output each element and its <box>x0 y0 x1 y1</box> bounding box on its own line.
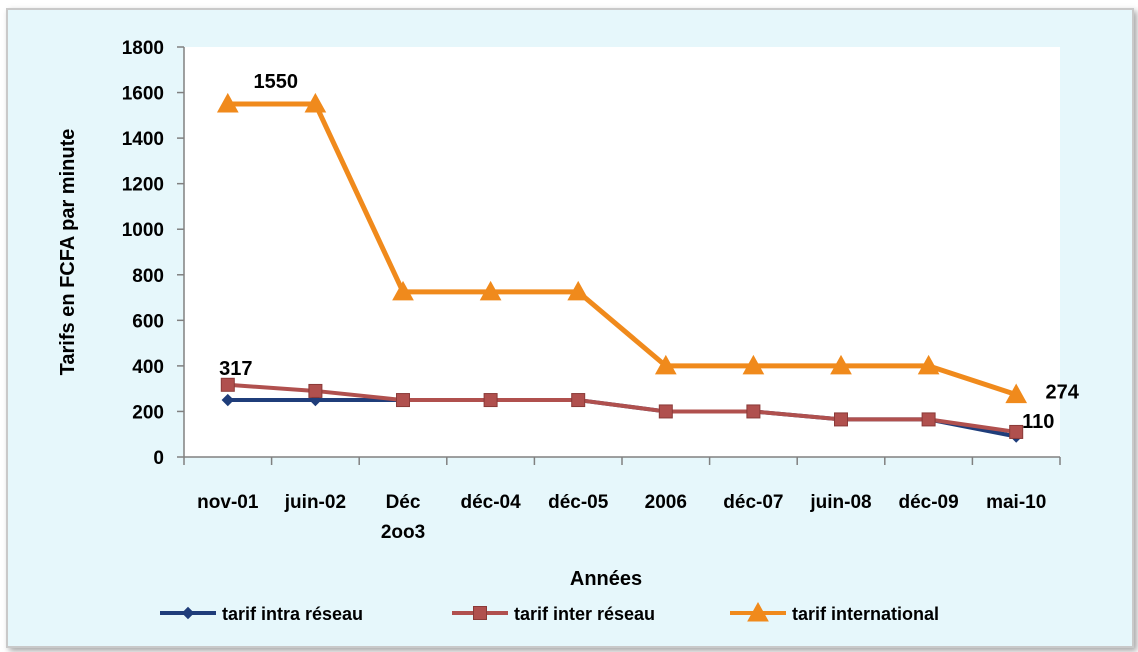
square-marker <box>746 404 761 419</box>
x-tick-label: Déc 2oo3 <box>381 492 425 543</box>
y-tick-label: 1400 <box>122 129 164 150</box>
x-axis-title: Années <box>570 568 642 590</box>
square-marker <box>220 377 235 392</box>
x-tick-label: déc-09 <box>898 492 958 513</box>
triangle-marker <box>1005 383 1028 404</box>
diamond-marker <box>181 606 195 620</box>
triangle-marker <box>654 354 677 375</box>
triangle-marker <box>747 601 769 622</box>
x-tick-label: déc-05 <box>548 492 609 513</box>
x-tick-label: nov-01 <box>197 492 259 513</box>
square-marker <box>473 606 487 620</box>
square-marker <box>658 404 673 419</box>
y-tick-label: 0 <box>153 448 164 469</box>
series-line <box>227 101 1017 397</box>
x-tick-label: 2006 <box>645 492 687 513</box>
triangle-marker <box>830 354 852 375</box>
legend: tarif intra réseau tarif inter réseau tari… <box>160 601 939 624</box>
square-marker <box>571 393 586 408</box>
square-marker <box>483 393 498 408</box>
series-line <box>227 382 1017 434</box>
x-tick-label: juin-02 <box>284 492 346 513</box>
y-tick-label: 1200 <box>122 175 164 196</box>
square-marker <box>834 412 848 427</box>
triangle-marker <box>216 92 239 113</box>
data-label: 317 <box>219 358 252 380</box>
x-tick-label: déc-07 <box>723 492 783 513</box>
y-tick-label: 1600 <box>122 84 164 105</box>
data-label: 1550 <box>254 71 299 93</box>
y-tick-label: 800 <box>132 266 164 287</box>
y-tick-label: 1000 <box>122 220 164 241</box>
legend-label: tarif inter réseau <box>514 604 655 624</box>
square-marker <box>308 383 323 398</box>
y-tick-label: 600 <box>132 311 164 332</box>
x-tick-label: mai-10 <box>986 492 1046 513</box>
x-tick-label: juin-08 <box>809 492 871 513</box>
square-marker <box>921 412 936 427</box>
plot-area <box>184 47 1060 457</box>
legend-label: tarif intra réseau <box>222 604 363 624</box>
triangle-marker <box>742 354 765 375</box>
y-tick-label: 400 <box>132 357 164 378</box>
diamond-marker <box>221 393 235 407</box>
triangle-marker <box>567 280 590 301</box>
y-tick-label: 1800 <box>122 38 164 59</box>
square-marker <box>1009 424 1024 439</box>
data-label: 274 <box>1046 382 1080 404</box>
triangle-marker <box>392 280 414 301</box>
triangle-marker <box>304 92 327 113</box>
square-marker <box>396 393 410 408</box>
data-label: 110 <box>1022 411 1054 433</box>
y-axis-title: Tarifs en FCFA par minute <box>57 129 79 376</box>
x-tick-label: déc-04 <box>460 492 521 513</box>
y-tick-label: 200 <box>132 402 164 423</box>
legend-label: tarif international <box>792 604 939 624</box>
triangle-marker <box>479 280 502 301</box>
triangle-marker <box>917 354 940 375</box>
